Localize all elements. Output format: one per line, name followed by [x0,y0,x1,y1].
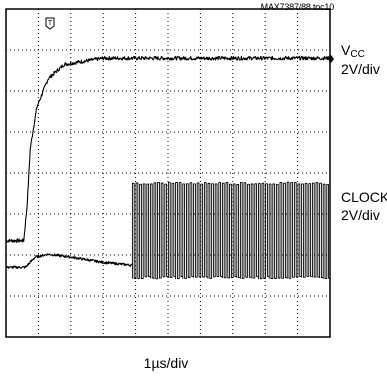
vcc-scale-label: 2V/div [341,61,380,77]
clock-trace-startup [5,253,133,270]
time-scale-label: 1µs/div [143,355,189,371]
trigger-marker: T [45,17,55,30]
clock-channel-label: CLOCK [341,189,387,205]
figure-reference: MAX7387/88 toc10 [260,2,335,12]
grid [6,9,330,337]
vcc-trace [5,55,331,243]
clock-trace-toggling [131,181,330,280]
vcc-name: V [341,42,351,58]
traces [5,55,331,280]
vcc-channel-label: VCC [341,42,365,61]
clock-scale-label: 2V/div [341,207,380,223]
vcc-ground-marker [328,55,334,63]
vcc-subscript: CC [350,49,365,60]
trigger-marker-label: T [48,20,53,27]
